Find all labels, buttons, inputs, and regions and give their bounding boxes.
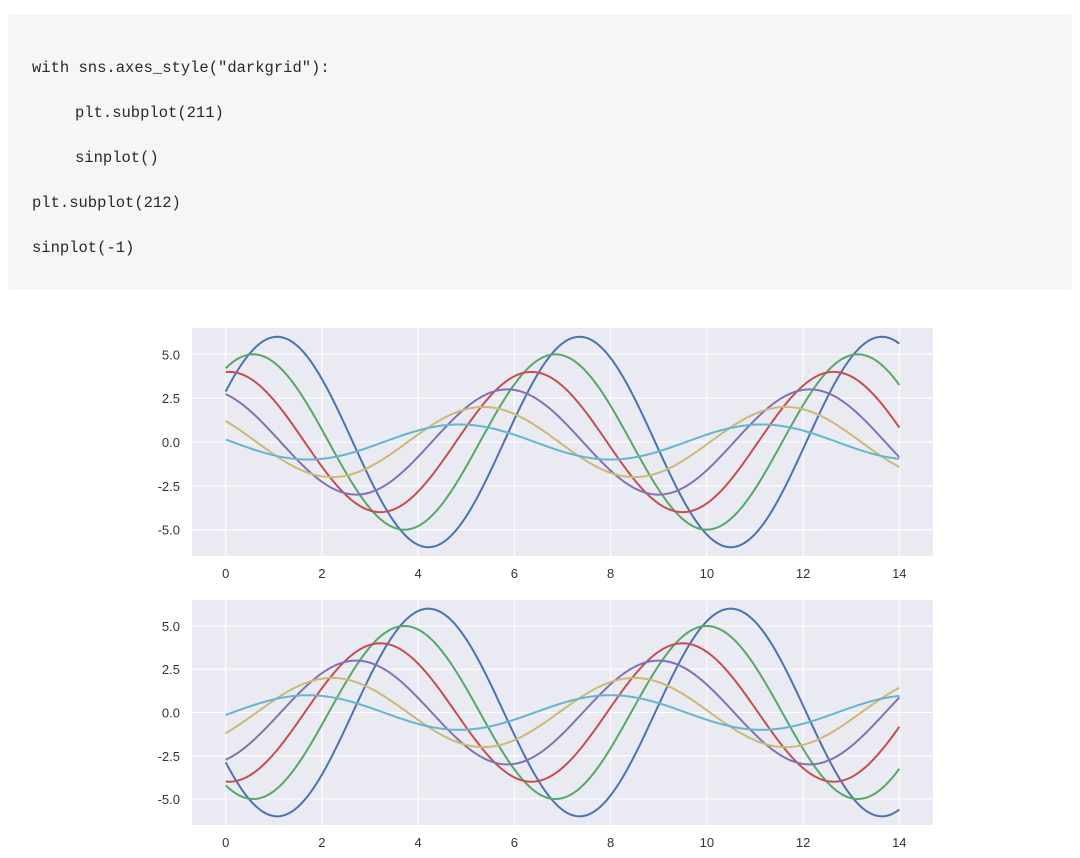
series-line-3 <box>225 642 901 783</box>
code-line: with sns.axes_style("darkgrid"): <box>32 59 330 77</box>
y-tick-label: 5.0 <box>162 347 180 362</box>
series-line-6 <box>225 694 900 731</box>
y-tick-label: -5.0 <box>158 792 180 807</box>
x-tick-label: 6 <box>511 835 518 850</box>
figure: 0 2 4 6 8 10 12 14 5.0 2.5 0.0 -2.5 -5.0 0 2 4 6 8 10 12 14 5… <box>0 300 1080 858</box>
y-tick-label: -5.0 <box>158 523 180 538</box>
x-tick-label: 2 <box>318 566 325 581</box>
x-tick-label: 10 <box>700 835 714 850</box>
series-line-6 <box>225 423 900 461</box>
y-tick-label: 5.0 <box>162 619 180 634</box>
x-tick-label: 4 <box>415 835 422 850</box>
series-line-5 <box>225 676 900 749</box>
x-tick-label: 14 <box>892 566 906 581</box>
series-line-2 <box>224 353 901 531</box>
series-line-3 <box>225 370 901 514</box>
subplot-1: 0 2 4 6 8 10 12 14 5.0 2.5 0.0 -2.5 -5.0 <box>158 328 933 581</box>
x-tick-label: 6 <box>511 566 518 581</box>
x-tick-label: 12 <box>796 835 810 850</box>
series-line-4 <box>225 388 901 496</box>
y-tick-label: 2.5 <box>162 662 180 677</box>
code-block: with sns.axes_style("darkgrid"): plt.sub… <box>8 14 1072 290</box>
y-tick-label: -2.5 <box>158 479 180 494</box>
series-line-2 <box>225 624 901 801</box>
code-line: plt.subplot(212) <box>32 194 181 212</box>
x-tick-label: 10 <box>700 566 714 581</box>
x-tick-label: 0 <box>222 835 229 850</box>
code-line: sinplot() <box>75 149 159 167</box>
x-tick-label: 2 <box>318 835 325 850</box>
x-tick-label: 4 <box>415 566 422 581</box>
y-tick-label: -2.5 <box>158 749 180 764</box>
y-tick-label: 0.0 <box>162 435 180 450</box>
subplot-2: 0 2 4 6 8 10 12 14 5.0 2.5 0.0 -2.5 -5.0 <box>158 600 933 850</box>
series-line-1 <box>224 335 900 549</box>
x-tick-label: 12 <box>796 566 810 581</box>
code-line: sinplot(-1) <box>32 239 135 257</box>
y-tick-label: 2.5 <box>162 391 180 406</box>
x-tick-label: 8 <box>607 835 614 850</box>
x-tick-label: 14 <box>892 835 906 850</box>
series-line-4 <box>225 659 901 766</box>
x-tick-label: 0 <box>222 566 229 581</box>
series-line-1 <box>224 607 900 818</box>
series-line-5 <box>225 405 900 479</box>
chart-svg: 0 2 4 6 8 10 12 14 5.0 2.5 0.0 -2.5 -5.0 0 2 4 6 8 10 12 14 5… <box>158 328 933 850</box>
code-line: plt.subplot(211) <box>75 104 224 122</box>
x-tick-label: 8 <box>607 566 614 581</box>
y-tick-label: 0.0 <box>162 706 180 721</box>
